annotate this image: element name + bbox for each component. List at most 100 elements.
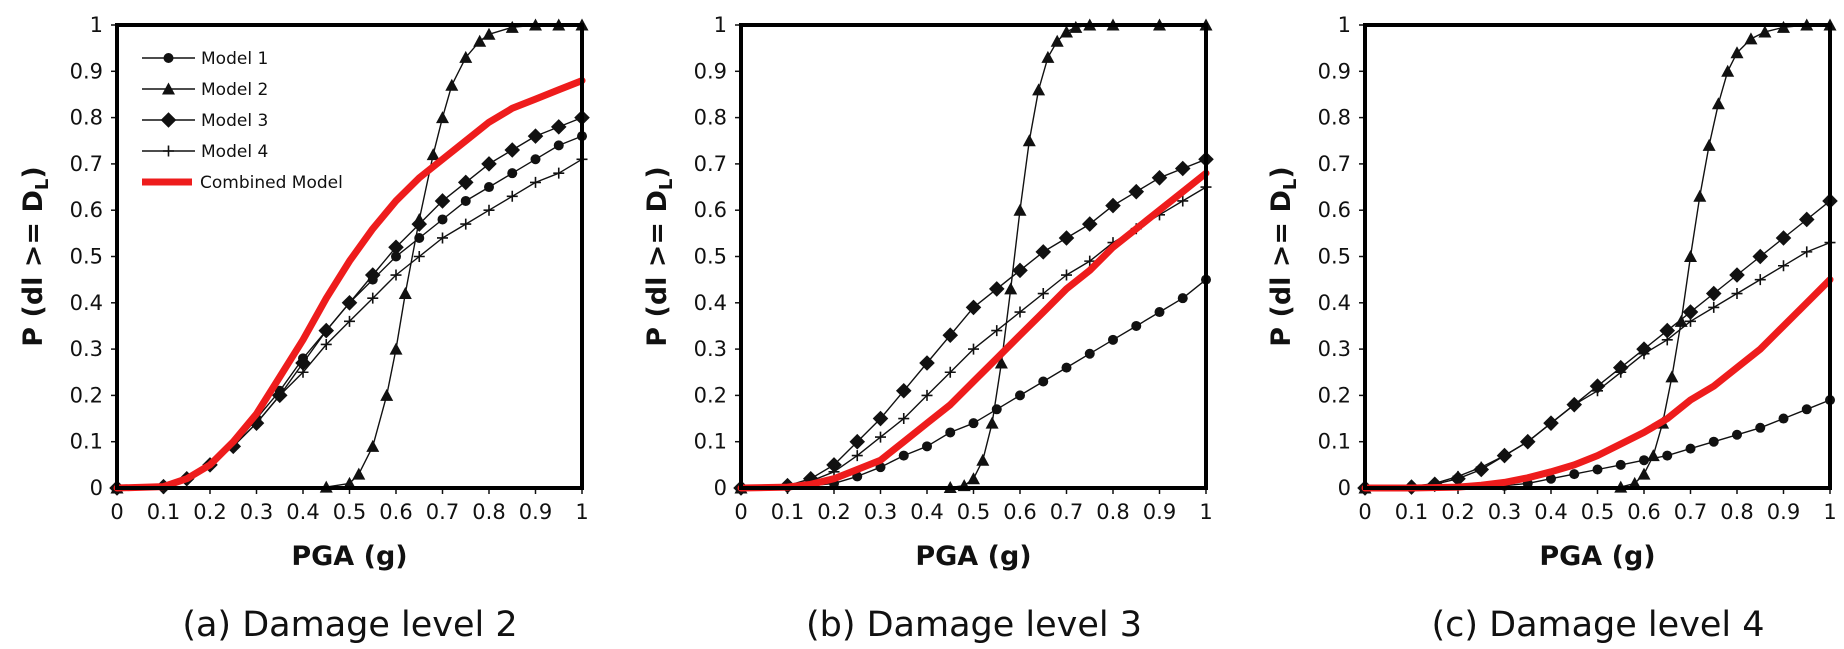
data-point-circle bbox=[1732, 429, 1742, 440]
data-point-square bbox=[1012, 262, 1028, 279]
series-line-model-1 bbox=[1364, 399, 1831, 489]
legend-label: Model 3 bbox=[201, 111, 268, 131]
data-point-triangle bbox=[1013, 203, 1027, 216]
data-point-plus bbox=[1708, 301, 1720, 313]
x-tick-label: 0.7 bbox=[1050, 500, 1083, 524]
data-point-plus bbox=[1685, 315, 1696, 327]
x-tick-label: 0.5 bbox=[957, 500, 990, 524]
data-point-triangle bbox=[1758, 25, 1772, 38]
data-point-triangle bbox=[1730, 46, 1744, 59]
legend: Model 1 Model 2 Model 3 Model 4 Combined Mod… bbox=[142, 49, 343, 193]
data-point-triangle bbox=[1721, 64, 1735, 77]
y-tick-label: 1 bbox=[90, 13, 103, 37]
legend-label: Combined Model bbox=[200, 173, 343, 193]
data-point-triangle bbox=[1646, 449, 1660, 462]
x-tick-label: 0.3 bbox=[864, 500, 897, 524]
data-point-square bbox=[1081, 216, 1098, 232]
data-point-circle bbox=[1084, 348, 1095, 359]
x-tick-label: 0.8 bbox=[1720, 500, 1753, 524]
data-point-triangle bbox=[967, 472, 980, 485]
x-tick-label: 0.7 bbox=[426, 500, 459, 524]
data-point-circle bbox=[1755, 422, 1766, 433]
legend-label: Model 1 bbox=[201, 49, 268, 69]
data-point-triangle bbox=[352, 467, 366, 480]
x-tick-label: 0.1 bbox=[771, 500, 804, 524]
data-point-plus bbox=[437, 232, 448, 244]
data-point-square bbox=[481, 156, 497, 172]
data-point-plus bbox=[344, 315, 355, 327]
data-point-plus bbox=[898, 413, 910, 425]
x-tick-label: 0 bbox=[110, 500, 123, 524]
y-tick-label: 0.6 bbox=[1318, 198, 1351, 222]
y-tick-label: 0.9 bbox=[70, 59, 103, 83]
x-tick-label: 1 bbox=[575, 500, 588, 524]
data-point-plus bbox=[1801, 246, 1813, 258]
data-point-triangle bbox=[985, 416, 999, 429]
data-point-plus bbox=[1522, 436, 1534, 448]
data-point-circle bbox=[1639, 455, 1649, 466]
y-tick-label: 0.6 bbox=[694, 198, 727, 222]
data-point-plus bbox=[1568, 399, 1580, 411]
data-point-circle bbox=[1592, 464, 1603, 475]
data-point-circle bbox=[1569, 469, 1580, 480]
x-tick-label: 0.1 bbox=[147, 500, 180, 524]
data-point-triangle bbox=[1032, 83, 1046, 96]
y-tick-label: 0.1 bbox=[70, 430, 103, 454]
data-point-triangle bbox=[445, 78, 459, 91]
data-point-triangle bbox=[1628, 476, 1642, 489]
data-point-plus bbox=[1452, 470, 1464, 482]
data-point-circle bbox=[1038, 376, 1049, 387]
y-tick-label: 0.1 bbox=[1318, 430, 1351, 454]
data-point-circle bbox=[898, 450, 909, 461]
series-line-combined-model bbox=[1361, 276, 1834, 492]
data-point-square bbox=[457, 174, 474, 191]
data-point-circle bbox=[1778, 413, 1789, 424]
data-point-plus bbox=[553, 167, 565, 179]
series-line-combined-model bbox=[113, 77, 586, 492]
x-tick-label: 0.3 bbox=[1488, 500, 1521, 524]
data-point-square bbox=[1174, 160, 1191, 177]
data-point-square bbox=[434, 193, 451, 209]
data-point-triangle bbox=[436, 111, 449, 124]
data-point-circle bbox=[1546, 473, 1556, 484]
data-point-triangle bbox=[1674, 314, 1688, 327]
data-point-plus bbox=[390, 269, 402, 281]
data-point-triangle bbox=[1041, 50, 1055, 63]
x-axis-title: PGA (g) bbox=[291, 541, 407, 572]
y-tick-label: 0.9 bbox=[1318, 59, 1351, 83]
y-tick-label: 0.7 bbox=[70, 152, 103, 176]
data-point-triangle bbox=[1744, 32, 1758, 45]
x-tick-label: 0.5 bbox=[1581, 500, 1614, 524]
x-tick-label: 0.9 bbox=[1767, 500, 1800, 524]
x-tick-label: 0.2 bbox=[193, 500, 226, 524]
data-point-triangle bbox=[1060, 25, 1073, 38]
data-point-circle bbox=[530, 154, 541, 165]
data-point-square bbox=[1058, 230, 1075, 246]
x-tick-label: 0.2 bbox=[817, 500, 850, 524]
y-tick-label: 0 bbox=[714, 476, 727, 500]
data-point-circle bbox=[1154, 307, 1165, 318]
data-point-circle bbox=[968, 418, 979, 429]
data-point-plus bbox=[1061, 269, 1072, 281]
y-tick-label: 0.3 bbox=[70, 337, 103, 361]
data-point-square bbox=[1705, 285, 1722, 302]
data-point-square bbox=[527, 128, 544, 144]
data-point-plus bbox=[875, 431, 886, 443]
data-point-plus bbox=[991, 325, 1003, 337]
legend-marker bbox=[160, 112, 177, 128]
plot-area-frame bbox=[739, 23, 1208, 490]
panel-caption: (b) Damage level 3 bbox=[806, 605, 1142, 645]
y-tick-label: 1 bbox=[714, 13, 727, 37]
data-point-plus bbox=[1499, 450, 1510, 462]
x-tick-label: 0.9 bbox=[1143, 500, 1176, 524]
data-point-circle bbox=[1708, 436, 1719, 447]
data-point-square bbox=[1128, 183, 1145, 200]
y-tick-label: 0.2 bbox=[70, 383, 103, 407]
y-axis-title: P (dl >= DL) bbox=[18, 166, 53, 346]
data-point-triangle bbox=[1702, 138, 1716, 151]
data-point-circle bbox=[1061, 362, 1072, 373]
data-point-circle bbox=[922, 441, 932, 452]
data-point-triangle bbox=[1050, 34, 1064, 47]
